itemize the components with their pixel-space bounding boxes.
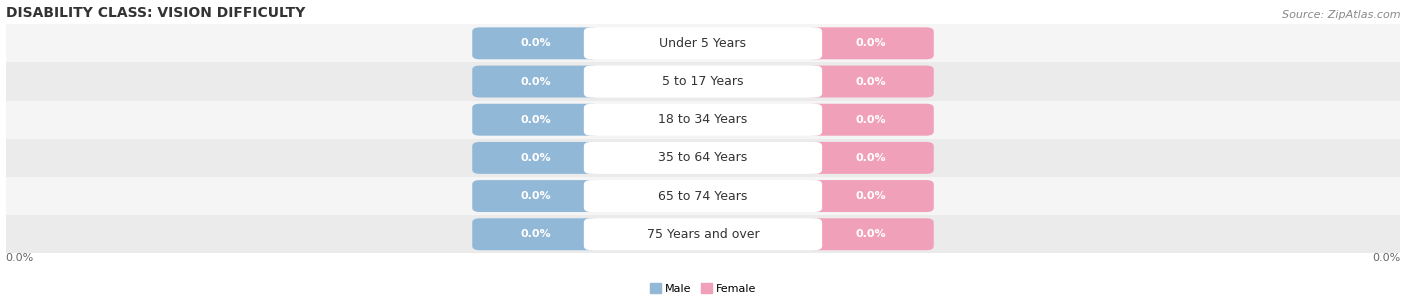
Text: 0.0%: 0.0% — [1372, 253, 1400, 263]
Text: Source: ZipAtlas.com: Source: ZipAtlas.com — [1282, 10, 1400, 20]
Text: DISABILITY CLASS: VISION DIFFICULTY: DISABILITY CLASS: VISION DIFFICULTY — [6, 6, 305, 20]
Bar — [6, 63, 1400, 101]
Text: 5 to 17 Years: 5 to 17 Years — [662, 75, 744, 88]
Text: 0.0%: 0.0% — [855, 115, 886, 125]
FancyBboxPatch shape — [583, 180, 823, 212]
FancyBboxPatch shape — [807, 66, 934, 98]
Bar — [6, 215, 1400, 253]
Text: 65 to 74 Years: 65 to 74 Years — [658, 190, 748, 203]
Legend: Male, Female: Male, Female — [645, 278, 761, 298]
FancyBboxPatch shape — [583, 27, 823, 59]
Text: 0.0%: 0.0% — [855, 77, 886, 87]
FancyBboxPatch shape — [807, 27, 934, 59]
Text: Under 5 Years: Under 5 Years — [659, 37, 747, 50]
FancyBboxPatch shape — [583, 104, 823, 136]
Text: 0.0%: 0.0% — [855, 38, 886, 48]
Bar — [6, 24, 1400, 63]
FancyBboxPatch shape — [472, 66, 599, 98]
FancyBboxPatch shape — [472, 104, 599, 136]
FancyBboxPatch shape — [807, 218, 934, 250]
Text: 0.0%: 0.0% — [520, 38, 551, 48]
Text: 0.0%: 0.0% — [6, 253, 34, 263]
FancyBboxPatch shape — [472, 180, 599, 212]
Text: 0.0%: 0.0% — [855, 153, 886, 163]
FancyBboxPatch shape — [583, 66, 823, 98]
FancyBboxPatch shape — [583, 142, 823, 174]
Text: 18 to 34 Years: 18 to 34 Years — [658, 113, 748, 126]
Text: 0.0%: 0.0% — [855, 191, 886, 201]
Bar — [6, 139, 1400, 177]
Text: 0.0%: 0.0% — [520, 77, 551, 87]
Bar — [6, 101, 1400, 139]
FancyBboxPatch shape — [807, 104, 934, 136]
FancyBboxPatch shape — [583, 218, 823, 250]
Bar — [6, 177, 1400, 215]
FancyBboxPatch shape — [472, 27, 599, 59]
Text: 0.0%: 0.0% — [520, 153, 551, 163]
Text: 0.0%: 0.0% — [520, 115, 551, 125]
Text: 0.0%: 0.0% — [520, 229, 551, 239]
FancyBboxPatch shape — [807, 142, 934, 174]
Text: 75 Years and over: 75 Years and over — [647, 228, 759, 241]
FancyBboxPatch shape — [807, 180, 934, 212]
Text: 0.0%: 0.0% — [855, 229, 886, 239]
FancyBboxPatch shape — [472, 142, 599, 174]
Text: 35 to 64 Years: 35 to 64 Years — [658, 151, 748, 164]
FancyBboxPatch shape — [472, 218, 599, 250]
Text: 0.0%: 0.0% — [520, 191, 551, 201]
